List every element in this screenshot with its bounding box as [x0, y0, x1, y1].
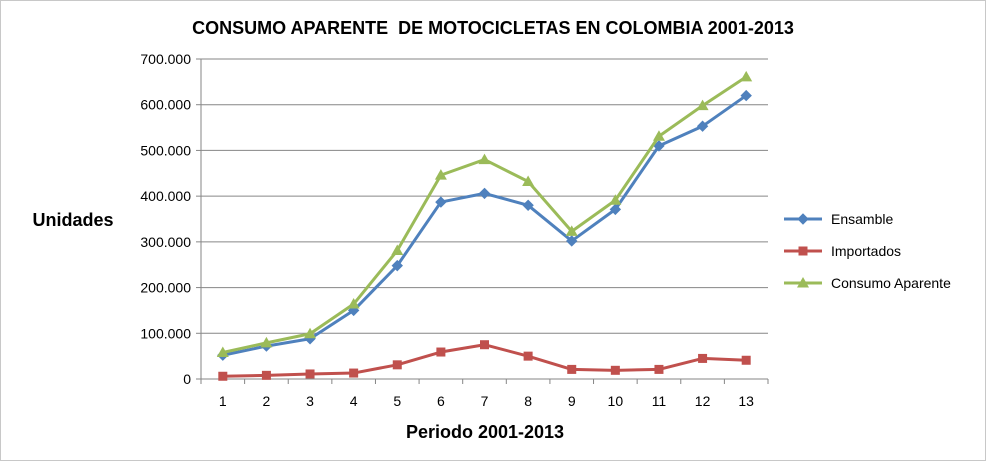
data-point — [216, 346, 229, 357]
y-tick-label: 0 — [183, 371, 191, 387]
x-tick-label: 11 — [652, 393, 667, 409]
axes: 0 100.000 200.000 300.000 400.000 500.000 600.… — [140, 51, 769, 409]
data-point — [610, 365, 620, 375]
chart-title: CONSUMO APARENTE DE MOTOCICLETAS EN COLO… — [192, 18, 794, 38]
x-tick-label: 1 — [219, 393, 227, 409]
data-point — [261, 370, 271, 380]
data-point — [349, 368, 359, 378]
legend-label: Importados — [831, 243, 901, 259]
y-tick-label: 600.000 — [140, 97, 191, 113]
y-tick-label: 100.000 — [140, 325, 191, 341]
x-tick-label: 5 — [393, 393, 401, 409]
data-point — [609, 203, 622, 216]
legend-label: Consumo Aparente — [831, 275, 951, 291]
series-ensamble — [217, 89, 752, 361]
data-point — [392, 360, 402, 370]
data-point — [391, 259, 403, 272]
data-point — [218, 371, 228, 381]
data-point — [523, 351, 533, 361]
x-axis-title: Periodo 2001-2013 — [406, 422, 564, 442]
x-tick-label: 13 — [738, 393, 754, 409]
x-tick-label: 12 — [695, 393, 711, 409]
series-importados — [218, 340, 751, 381]
x-tick-label: 6 — [437, 393, 445, 409]
data-point — [304, 327, 317, 339]
data-point — [566, 235, 578, 247]
y-tick-label: 500.000 — [140, 142, 191, 158]
legend-marker — [798, 246, 808, 256]
x-tick-label: 7 — [481, 393, 489, 409]
data-point — [478, 153, 491, 165]
x-tick-label: 10 — [608, 393, 624, 409]
gridlines — [201, 58, 768, 334]
data-point — [698, 353, 708, 363]
y-tick-label: 700.000 — [140, 51, 191, 67]
y-tick-label: 400.000 — [140, 188, 191, 204]
data-point — [652, 130, 665, 141]
legend-marker — [797, 213, 809, 225]
data-point — [436, 347, 446, 357]
x-tick-label: 4 — [350, 393, 358, 409]
data-point — [696, 99, 709, 111]
series-consumo-aparente — [216, 70, 753, 357]
series-layer — [216, 70, 753, 381]
legend-item: Importados — [784, 243, 901, 259]
data-point — [565, 225, 578, 236]
series-line — [222, 94, 748, 357]
x-tick-label: 3 — [306, 393, 314, 409]
data-point — [347, 298, 360, 309]
y-tick-label: 300.000 — [140, 234, 191, 250]
data-point — [434, 169, 447, 180]
data-point — [696, 120, 709, 132]
y-axis-title: Unidades — [32, 210, 113, 230]
data-point — [740, 89, 752, 102]
data-point — [435, 196, 447, 208]
series-line — [222, 343, 747, 378]
data-point — [740, 70, 753, 82]
data-point — [391, 244, 404, 256]
data-point — [480, 340, 489, 350]
legend-marker — [797, 277, 809, 288]
data-point — [567, 364, 577, 374]
legend-item: Ensamble — [784, 211, 893, 227]
data-point — [305, 369, 315, 379]
data-point — [609, 194, 622, 205]
legend-item: Consumo Aparente — [784, 275, 951, 291]
data-point — [522, 175, 535, 187]
data-point — [653, 140, 665, 152]
legend-label: Ensamble — [831, 211, 893, 227]
data-point — [478, 187, 491, 200]
data-point — [522, 199, 534, 211]
data-point — [741, 355, 751, 365]
y-tick-label: 200.000 — [140, 280, 191, 296]
legend: Ensamble Importados Consumo Aparente — [784, 211, 951, 291]
x-tick-label: 8 — [524, 393, 532, 409]
data-point — [260, 336, 273, 348]
x-tick-label: 9 — [568, 393, 576, 409]
x-tick-label: 2 — [263, 393, 271, 409]
data-point — [654, 364, 664, 374]
series-line — [222, 75, 748, 354]
